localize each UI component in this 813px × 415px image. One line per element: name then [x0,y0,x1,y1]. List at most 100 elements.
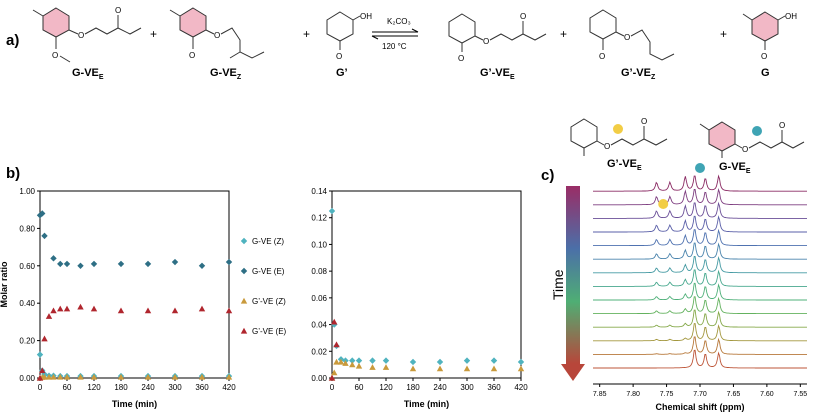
y-tick-label: 0.40 [19,299,35,308]
data-point [409,365,417,372]
data-point [57,373,64,380]
label-g-ve-e: G-VEE [72,67,104,81]
x-tick-label: 300 [460,383,474,392]
spectrum-trace [593,336,807,355]
data-point [171,373,179,380]
data-point [36,374,44,381]
panel-label-a: a) [6,32,19,49]
y-tick-label: 0.00 [19,374,35,383]
legend-label: G’-VE (Z) [252,297,286,306]
data-point [144,307,152,314]
data-point [436,365,444,372]
spectrum-trace [593,255,807,274]
legend-marker [240,297,248,304]
y-tick-label: 0.08 [311,267,327,276]
data-point [41,335,48,342]
x-tick-label: 60 [63,383,72,392]
data-point [382,364,390,370]
legend-label: G’-VE (E) [252,327,287,336]
atom-o: O [78,31,84,40]
x-tick-label: 180 [406,383,420,392]
x-tick-label: 240 [141,383,155,392]
atom-o: O [520,12,526,21]
data-point [490,357,498,364]
data-point [333,341,340,348]
data-point [90,305,98,312]
x-tick-label: 60 [355,383,364,392]
data-point [369,357,376,364]
data-point [36,351,44,358]
plus-sign: + [560,27,567,41]
spectrum-trace [593,349,807,369]
time-arrow-shaft [566,186,580,364]
y-tick-label: 0.14 [311,187,327,196]
panel-label-c: c) [541,167,554,184]
data-point [331,369,338,376]
x-tick-label: 120 [87,383,101,392]
x-tick-label: 180 [114,383,128,392]
x-axis-label: Chemical shift (ppm) [655,402,744,412]
data-point [355,362,363,369]
structure-c-g-prime-ve-e: O O [570,117,668,156]
spectrum-trace [593,323,807,342]
marker-dot-teal [752,126,762,136]
x-tick-label: 7.80 [626,391,640,398]
y-axis-label: Molar ratio [0,261,9,308]
data-point [50,255,57,262]
atom-o: O [779,121,785,130]
label-c-g-ve-e: G-VEE [719,161,751,175]
legend-marker [240,237,248,245]
spectrum-trace [593,269,807,287]
y-tick-label: 0.04 [311,321,327,330]
label-g-ve-z: G-VEZ [210,67,242,81]
legend-label: G-VE (E) [252,267,285,276]
data-point [490,365,498,372]
legend-marker [240,327,248,334]
x-tick-label: 7.55 [794,391,808,398]
data-point [63,260,71,268]
data-point [436,358,444,366]
x-tick-label: 7.75 [660,391,674,398]
y-tick-label: 0.20 [19,337,35,346]
atom-oh: OH [360,12,372,21]
x-axis-label: Time (min) [112,399,157,409]
data-point [337,358,345,365]
atom-o: O [115,6,121,15]
x-tick-label: 360 [487,383,501,392]
structure-c-g-ve-e: O O [699,121,805,158]
data-point [517,358,525,366]
data-point [50,307,57,314]
x-axis-label: Time (min) [404,399,449,409]
y-tick-label: 0.02 [311,347,327,356]
data-point [144,373,152,380]
time-arrow-head [561,364,585,381]
data-point [463,357,471,364]
time-label: Time [550,269,566,300]
data-point [333,358,340,365]
structure-g: OH O [742,11,797,61]
data-point [45,373,53,380]
data-point [331,318,338,325]
marker-dot-yellow [613,124,623,134]
atom-o: O [761,52,767,61]
data-point [382,357,390,364]
data-point [117,260,125,268]
spectrum-trace [593,201,807,219]
data-point [41,373,48,380]
data-point [349,361,356,368]
atom-o: O [624,33,630,42]
atom-o: O [641,117,647,126]
x-tick-label: 240 [433,383,447,392]
panel-label-b: b) [6,165,20,182]
plus-sign: + [150,27,157,41]
data-point [63,373,71,380]
time-arrow [561,186,585,381]
x-tick-label: 7.70 [693,391,707,398]
condition-label: 120 °C [382,42,407,51]
nmr-spectra: 7.85 7.80 7.75 7.70 7.65 7.60 7.55 Chemical shi… [593,174,808,412]
legend-label: G-VE (Z) [252,237,284,246]
structure-g-ve-e: O O O [32,6,142,63]
atom-o: O [214,31,220,40]
data-point [90,373,98,380]
x-tick-label: 0 [38,383,43,392]
